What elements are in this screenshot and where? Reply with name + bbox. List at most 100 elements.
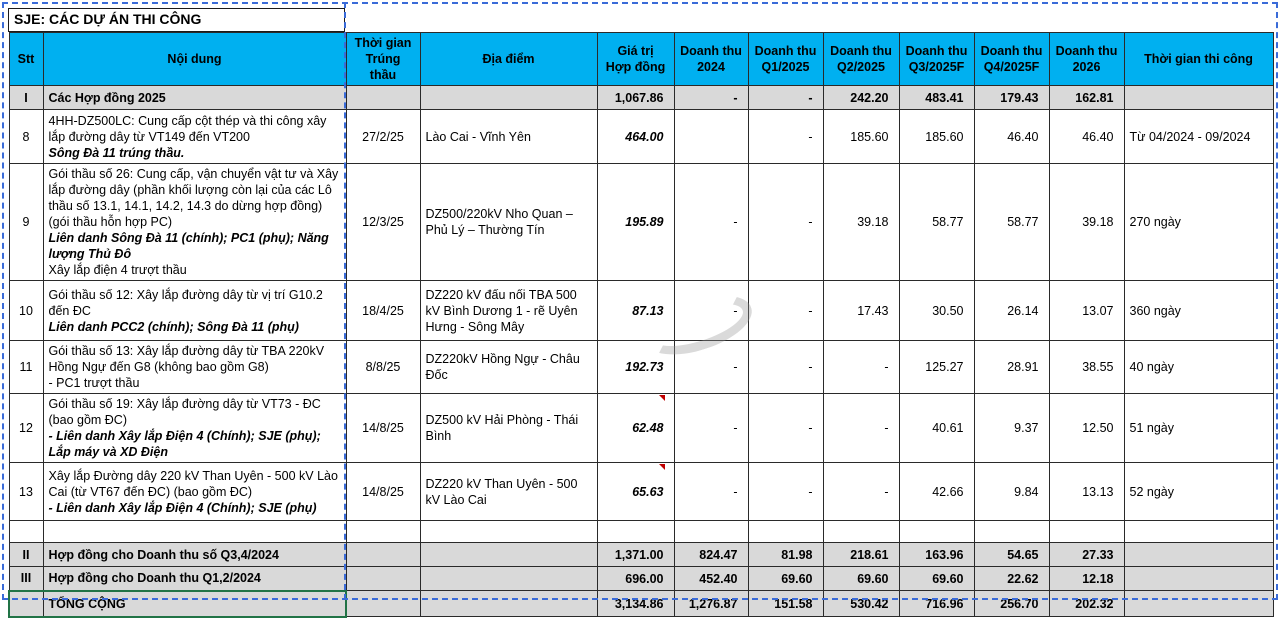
cell-rev-2026[interactable]: 39.18 <box>1048 163 1125 281</box>
cell-location[interactable]: DZ220kV Hồng Ngự - Châu Đốc <box>419 340 598 394</box>
cell-location[interactable]: DZ500 kV Hải Phòng - Thái Bình <box>419 393 598 463</box>
cell-content[interactable]: Gói thầu số 12: Xây lắp đường dây từ vị … <box>42 280 347 341</box>
cell-bid-date[interactable]: 8/8/25 <box>345 340 421 394</box>
cell-contract-value[interactable]: 1,371.00 <box>596 542 675 567</box>
cell-rev-q1-2025[interactable]: - <box>747 85 824 110</box>
cell-bid-date[interactable] <box>345 542 421 567</box>
cell-rev-q1-2025[interactable]: - <box>747 462 824 521</box>
cell-rev-q4-2025f[interactable]: 54.65 <box>973 542 1050 567</box>
cell-rev-q3-2025f[interactable]: 125.27 <box>898 340 975 394</box>
cell-bid-date[interactable]: 27/2/25 <box>345 109 421 164</box>
cell-bid-date[interactable]: 18/4/25 <box>345 280 421 341</box>
cell-contract-value[interactable] <box>596 520 675 543</box>
cell-bid-date[interactable]: 12/3/25 <box>345 163 421 281</box>
cell-content[interactable]: Xây lắp Đường dây 220 kV Than Uyên - 500… <box>42 462 347 521</box>
cell-contract-value[interactable]: 65.63 <box>596 462 675 521</box>
cell-rev-2024[interactable]: 452.40 <box>673 566 749 591</box>
column-header-rev-2026[interactable]: Doanh thu 2026 <box>1048 32 1125 86</box>
cell-contract-value[interactable]: 3,134.86 <box>596 590 675 617</box>
cell-contract-value[interactable]: 1,067.86 <box>596 85 675 110</box>
cell-rev-q2-2025[interactable]: 69.60 <box>822 566 900 591</box>
cell-construction-time[interactable]: 51 ngày <box>1123 393 1274 463</box>
cell-content[interactable]: Gói thầu số 19: Xây lắp đường dây từ VT7… <box>42 393 347 463</box>
cell-stt[interactable]: 9 <box>8 163 44 281</box>
cell-rev-2024[interactable]: 824.47 <box>673 542 749 567</box>
cell-construction-time[interactable] <box>1123 85 1274 110</box>
cell-rev-q4-2025f[interactable]: 9.84 <box>973 462 1050 521</box>
column-header-rev-q1-2025[interactable]: Doanh thu Q1/2025 <box>747 32 824 86</box>
cell-rev-q4-2025f[interactable]: 256.70 <box>973 590 1050 617</box>
cell-bid-date[interactable] <box>345 566 421 591</box>
cell-location[interactable] <box>419 566 598 591</box>
column-header-rev-q4-2025f[interactable]: Doanh thu Q4/2025F <box>973 32 1050 86</box>
cell-rev-2026[interactable] <box>1048 520 1125 543</box>
cell-construction-time[interactable] <box>1123 542 1274 567</box>
column-header-rev-q3-2025f[interactable]: Doanh thu Q3/2025F <box>898 32 975 86</box>
cell-content[interactable]: Hợp đồng cho Doanh thu Q1,2/2024 <box>42 566 347 591</box>
cell-contract-value[interactable]: 464.00 <box>596 109 675 164</box>
cell-rev-q2-2025[interactable]: - <box>822 340 900 394</box>
column-header-contract-value[interactable]: Giá trị Hợp đồng <box>596 32 675 86</box>
cell-bid-date[interactable] <box>345 520 421 543</box>
cell-rev-2026[interactable]: 13.07 <box>1048 280 1125 341</box>
cell-rev-q3-2025f[interactable]: 185.60 <box>898 109 975 164</box>
cell-rev-q4-2025f[interactable]: 9.37 <box>973 393 1050 463</box>
cell-construction-time[interactable] <box>1123 590 1274 617</box>
cell-rev-q4-2025f[interactable]: 28.91 <box>973 340 1050 394</box>
cell-rev-2024[interactable]: 1,276.87 <box>673 590 749 617</box>
cell-rev-q3-2025f[interactable]: 716.96 <box>898 590 975 617</box>
sheet-title[interactable]: SJE: CÁC DỰ ÁN THI CÔNG <box>8 8 345 32</box>
cell-bid-date[interactable]: 14/8/25 <box>345 462 421 521</box>
cell-rev-2024[interactable]: - <box>673 85 749 110</box>
cell-content[interactable]: Gói thầu số 13: Xây lắp đường dây từ TBA… <box>42 340 347 394</box>
cell-construction-time[interactable]: 40 ngày <box>1123 340 1274 394</box>
column-header-bid-date[interactable]: Thời gian Trúng thầu <box>345 32 421 86</box>
cell-stt[interactable]: 10 <box>8 280 44 341</box>
cell-rev-2024[interactable] <box>673 520 749 543</box>
cell-rev-2024[interactable]: - <box>673 340 749 394</box>
cell-rev-2024[interactable]: - <box>673 280 749 341</box>
cell-rev-q4-2025f[interactable]: 22.62 <box>973 566 1050 591</box>
cell-rev-q1-2025[interactable]: - <box>747 340 824 394</box>
cell-rev-q2-2025[interactable]: - <box>822 462 900 521</box>
cell-stt[interactable] <box>8 520 44 543</box>
cell-bid-date[interactable]: 14/8/25 <box>345 393 421 463</box>
cell-rev-2026[interactable]: 12.50 <box>1048 393 1125 463</box>
cell-bid-date[interactable] <box>345 590 421 617</box>
cell-rev-q1-2025[interactable]: - <box>747 393 824 463</box>
column-header-content[interactable]: Nội dung <box>42 32 347 86</box>
cell-rev-q3-2025f[interactable]: 163.96 <box>898 542 975 567</box>
cell-rev-q2-2025[interactable]: - <box>822 393 900 463</box>
cell-content[interactable]: Các Hợp đồng 2025 <box>42 85 347 110</box>
cell-location[interactable] <box>419 542 598 567</box>
cell-rev-q3-2025f[interactable]: 69.60 <box>898 566 975 591</box>
cell-location[interactable]: DZ220 kV Than Uyên - 500 kV Lào Cai <box>419 462 598 521</box>
cell-rev-q4-2025f[interactable]: 179.43 <box>973 85 1050 110</box>
cell-stt[interactable]: III <box>8 566 44 591</box>
cell-rev-2024[interactable]: - <box>673 462 749 521</box>
cell-rev-q1-2025[interactable]: - <box>747 109 824 164</box>
cell-rev-q3-2025f[interactable]: 30.50 <box>898 280 975 341</box>
cell-rev-q2-2025[interactable]: 17.43 <box>822 280 900 341</box>
cell-stt[interactable] <box>8 589 44 618</box>
cell-rev-q2-2025[interactable]: 242.20 <box>822 85 900 110</box>
cell-location[interactable]: DZ500/220kV Nho Quan – Phủ Lý – Thường T… <box>419 163 598 281</box>
cell-construction-time[interactable] <box>1123 566 1274 591</box>
cell-rev-q1-2025[interactable]: - <box>747 280 824 341</box>
cell-rev-q3-2025f[interactable]: 42.66 <box>898 462 975 521</box>
cell-construction-time[interactable]: 360 ngày <box>1123 280 1274 341</box>
cell-location[interactable] <box>419 590 598 617</box>
cell-rev-2026[interactable]: 12.18 <box>1048 566 1125 591</box>
cell-rev-q1-2025[interactable]: 69.60 <box>747 566 824 591</box>
cell-rev-2026[interactable]: 162.81 <box>1048 85 1125 110</box>
column-header-rev-q2-2025[interactable]: Doanh thu Q2/2025 <box>822 32 900 86</box>
cell-rev-q3-2025f[interactable]: 483.41 <box>898 85 975 110</box>
cell-rev-q2-2025[interactable]: 39.18 <box>822 163 900 281</box>
cell-construction-time[interactable] <box>1123 520 1274 543</box>
cell-rev-2026[interactable]: 27.33 <box>1048 542 1125 567</box>
cell-rev-q2-2025[interactable]: 218.61 <box>822 542 900 567</box>
cell-rev-q1-2025[interactable]: 81.98 <box>747 542 824 567</box>
cell-construction-time[interactable]: 52 ngày <box>1123 462 1274 521</box>
cell-contract-value[interactable]: 696.00 <box>596 566 675 591</box>
column-header-location[interactable]: Địa điểm <box>419 32 598 86</box>
